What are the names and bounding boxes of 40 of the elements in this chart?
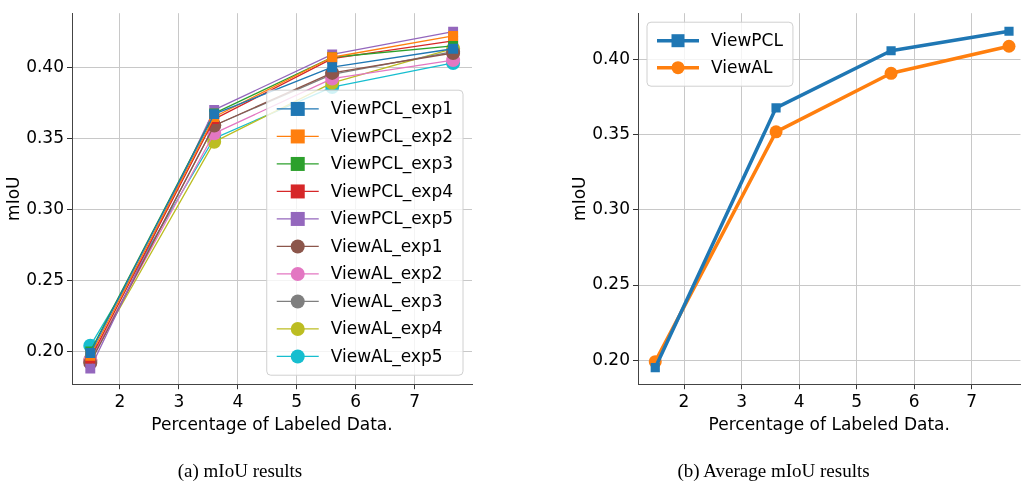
x-tick-label: 3 <box>736 390 747 411</box>
y-tick-label: 0.35 <box>592 123 630 144</box>
y-tick-label: 0.30 <box>592 198 630 219</box>
text: (b) Average mIoU results <box>676 460 871 482</box>
x-tick-label: 6 <box>908 390 920 411</box>
y-axis-title: mIoU <box>568 176 589 221</box>
y-axis-title: mIoU <box>2 176 23 221</box>
x-axis-title: Percentage of Labeled Data. <box>151 414 393 435</box>
y-tick-label: 0.30 <box>26 197 64 218</box>
x-tick-label: 4 <box>232 390 244 411</box>
legend-label: ViewPCL_exp4 <box>330 180 453 202</box>
x-tick-label: 2 <box>678 390 690 411</box>
legend-label: ViewAL_exp1 <box>330 235 443 257</box>
x-tick-label: 4 <box>793 390 805 411</box>
y-tick-label: 0.25 <box>26 268 64 289</box>
x-tick-label: 6 <box>350 390 362 411</box>
legend-label: ViewAL_exp4 <box>330 318 443 340</box>
legend-label: ViewPCL <box>711 30 784 51</box>
y-tick-label: 0.25 <box>592 273 630 294</box>
x-tick-label: 2 <box>114 390 126 411</box>
legend-label: ViewAL_exp5 <box>330 345 443 367</box>
legend-label: ViewPCL_exp1 <box>330 98 453 120</box>
legend-label: ViewPCL_exp3 <box>330 153 453 175</box>
y-tick-label: 0.40 <box>26 55 64 76</box>
y-tick-label: 0.40 <box>592 48 630 69</box>
y-tick-label: 0.20 <box>592 348 630 369</box>
x-tick-label: 7 <box>966 390 978 411</box>
legend-label: ViewPCL_exp2 <box>330 125 453 147</box>
x-tick-label: 5 <box>291 390 303 411</box>
x-tick-label: 7 <box>409 390 421 411</box>
legend-label: ViewAL_exp3 <box>330 290 443 312</box>
legend-label: ViewPCL_exp5 <box>330 208 453 230</box>
legend-label: ViewAL <box>711 57 773 78</box>
legend-label: ViewAL_exp2 <box>330 263 443 285</box>
x-tick-label: 3 <box>173 390 185 411</box>
y-tick-label: 0.20 <box>26 339 64 360</box>
x-axis-title: Percentage of Labeled Data. <box>708 414 950 435</box>
text: (a) mIoU results <box>176 460 304 482</box>
x-tick-label: 5 <box>851 390 862 411</box>
y-tick-label: 0.35 <box>26 126 64 147</box>
